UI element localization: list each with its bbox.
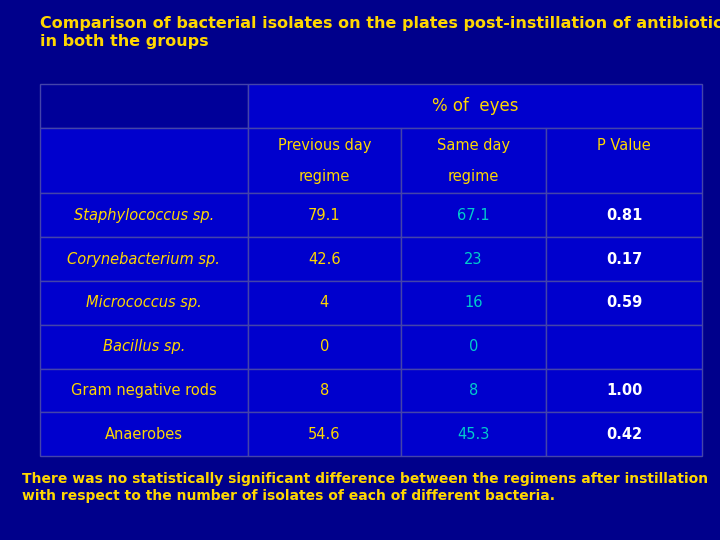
Text: 42.6: 42.6 (308, 252, 341, 267)
Text: Micrococcus sp.: Micrococcus sp. (86, 295, 202, 310)
Text: regime: regime (448, 168, 499, 184)
Bar (546, 369, 702, 413)
Text: P Value: P Value (598, 138, 651, 153)
Bar (40, 369, 248, 413)
Text: regime: regime (299, 168, 350, 184)
Text: Same day: Same day (437, 138, 510, 153)
Bar (40, 237, 248, 281)
Bar (248, 369, 400, 413)
Text: 0.42: 0.42 (606, 427, 642, 442)
Text: 79.1: 79.1 (308, 208, 341, 222)
Text: Anaerobes: Anaerobes (105, 427, 183, 442)
Text: 67.1: 67.1 (457, 208, 490, 222)
Bar (40, 325, 248, 369)
Text: 0: 0 (320, 339, 329, 354)
Bar (400, 325, 546, 369)
Text: 16: 16 (464, 295, 482, 310)
Bar (248, 281, 400, 325)
Text: 1.00: 1.00 (606, 383, 642, 398)
Text: Corynebacterium sp.: Corynebacterium sp. (68, 252, 220, 267)
Bar (400, 129, 546, 193)
Text: 8: 8 (320, 383, 329, 398)
Text: 8: 8 (469, 383, 478, 398)
Bar (546, 413, 702, 456)
Bar (400, 281, 546, 325)
Text: Gram negative rods: Gram negative rods (71, 383, 217, 398)
Text: Bacillus sp.: Bacillus sp. (103, 339, 185, 354)
Text: 23: 23 (464, 252, 482, 267)
Text: There was no statistically significant difference between the regimens after ins: There was no statistically significant d… (22, 472, 708, 503)
Bar (400, 413, 546, 456)
Bar (248, 325, 400, 369)
Bar (400, 369, 546, 413)
Text: 0.59: 0.59 (606, 295, 642, 310)
Bar (248, 129, 400, 193)
Bar (248, 413, 400, 456)
Bar (40, 281, 248, 325)
Bar (248, 84, 702, 129)
Text: Previous day: Previous day (278, 138, 372, 153)
Bar (546, 193, 702, 237)
Bar (546, 129, 702, 193)
Text: 54.6: 54.6 (308, 427, 341, 442)
Bar (40, 413, 248, 456)
Text: 4: 4 (320, 295, 329, 310)
Bar (40, 193, 248, 237)
Bar (546, 281, 702, 325)
Bar (546, 325, 702, 369)
Text: Comparison of bacterial isolates on the plates post-instillation of antibiotic
i: Comparison of bacterial isolates on the … (40, 16, 720, 49)
Text: % of  eyes: % of eyes (432, 97, 518, 115)
Text: 0.17: 0.17 (606, 252, 642, 267)
Bar (40, 84, 248, 129)
Text: 0: 0 (469, 339, 478, 354)
Bar (248, 237, 400, 281)
Text: 45.3: 45.3 (457, 427, 490, 442)
Text: 0.81: 0.81 (606, 208, 642, 222)
Bar (400, 193, 546, 237)
Bar (400, 237, 546, 281)
Text: Staphylococcus sp.: Staphylococcus sp. (74, 208, 214, 222)
Bar (40, 129, 248, 193)
Bar (546, 237, 702, 281)
Bar (248, 193, 400, 237)
